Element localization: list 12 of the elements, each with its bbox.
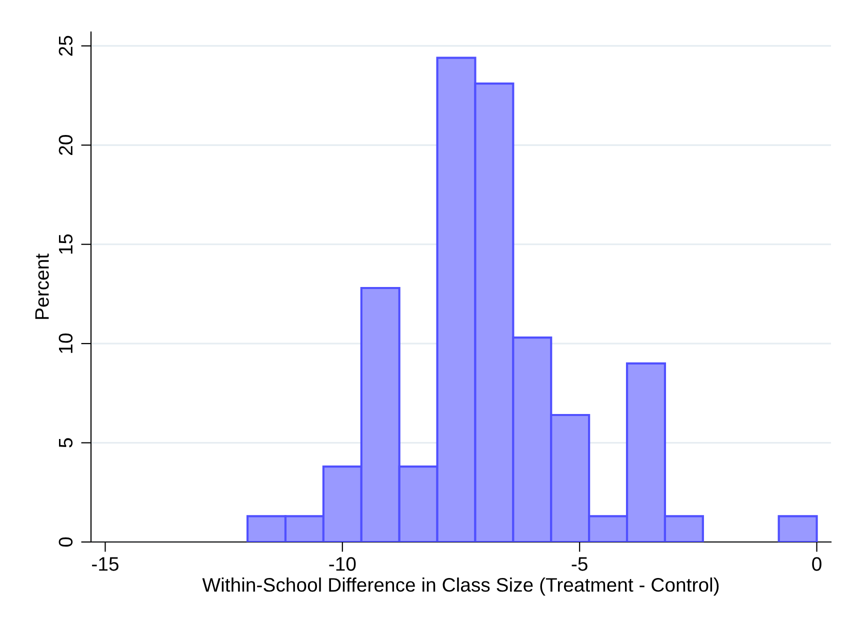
y-tick-label: 10 xyxy=(58,334,73,353)
y-tick-label: 20 xyxy=(58,135,73,155)
y-tick-label: 0 xyxy=(58,537,73,547)
y-axis-title: Percent xyxy=(35,254,49,319)
x-tick-label: -5 xyxy=(572,557,588,571)
x-tick-label: 0 xyxy=(812,557,822,571)
y-tick-label: 5 xyxy=(59,438,73,448)
x-tick-label: -10 xyxy=(329,557,356,571)
y-tick-label: 25 xyxy=(58,36,73,56)
x-axis-title: Within-School Difference in Class Size (Treatment - Control) xyxy=(202,577,719,596)
x-tick-label: -15 xyxy=(92,557,118,571)
y-tick-label: 15 xyxy=(59,234,73,254)
